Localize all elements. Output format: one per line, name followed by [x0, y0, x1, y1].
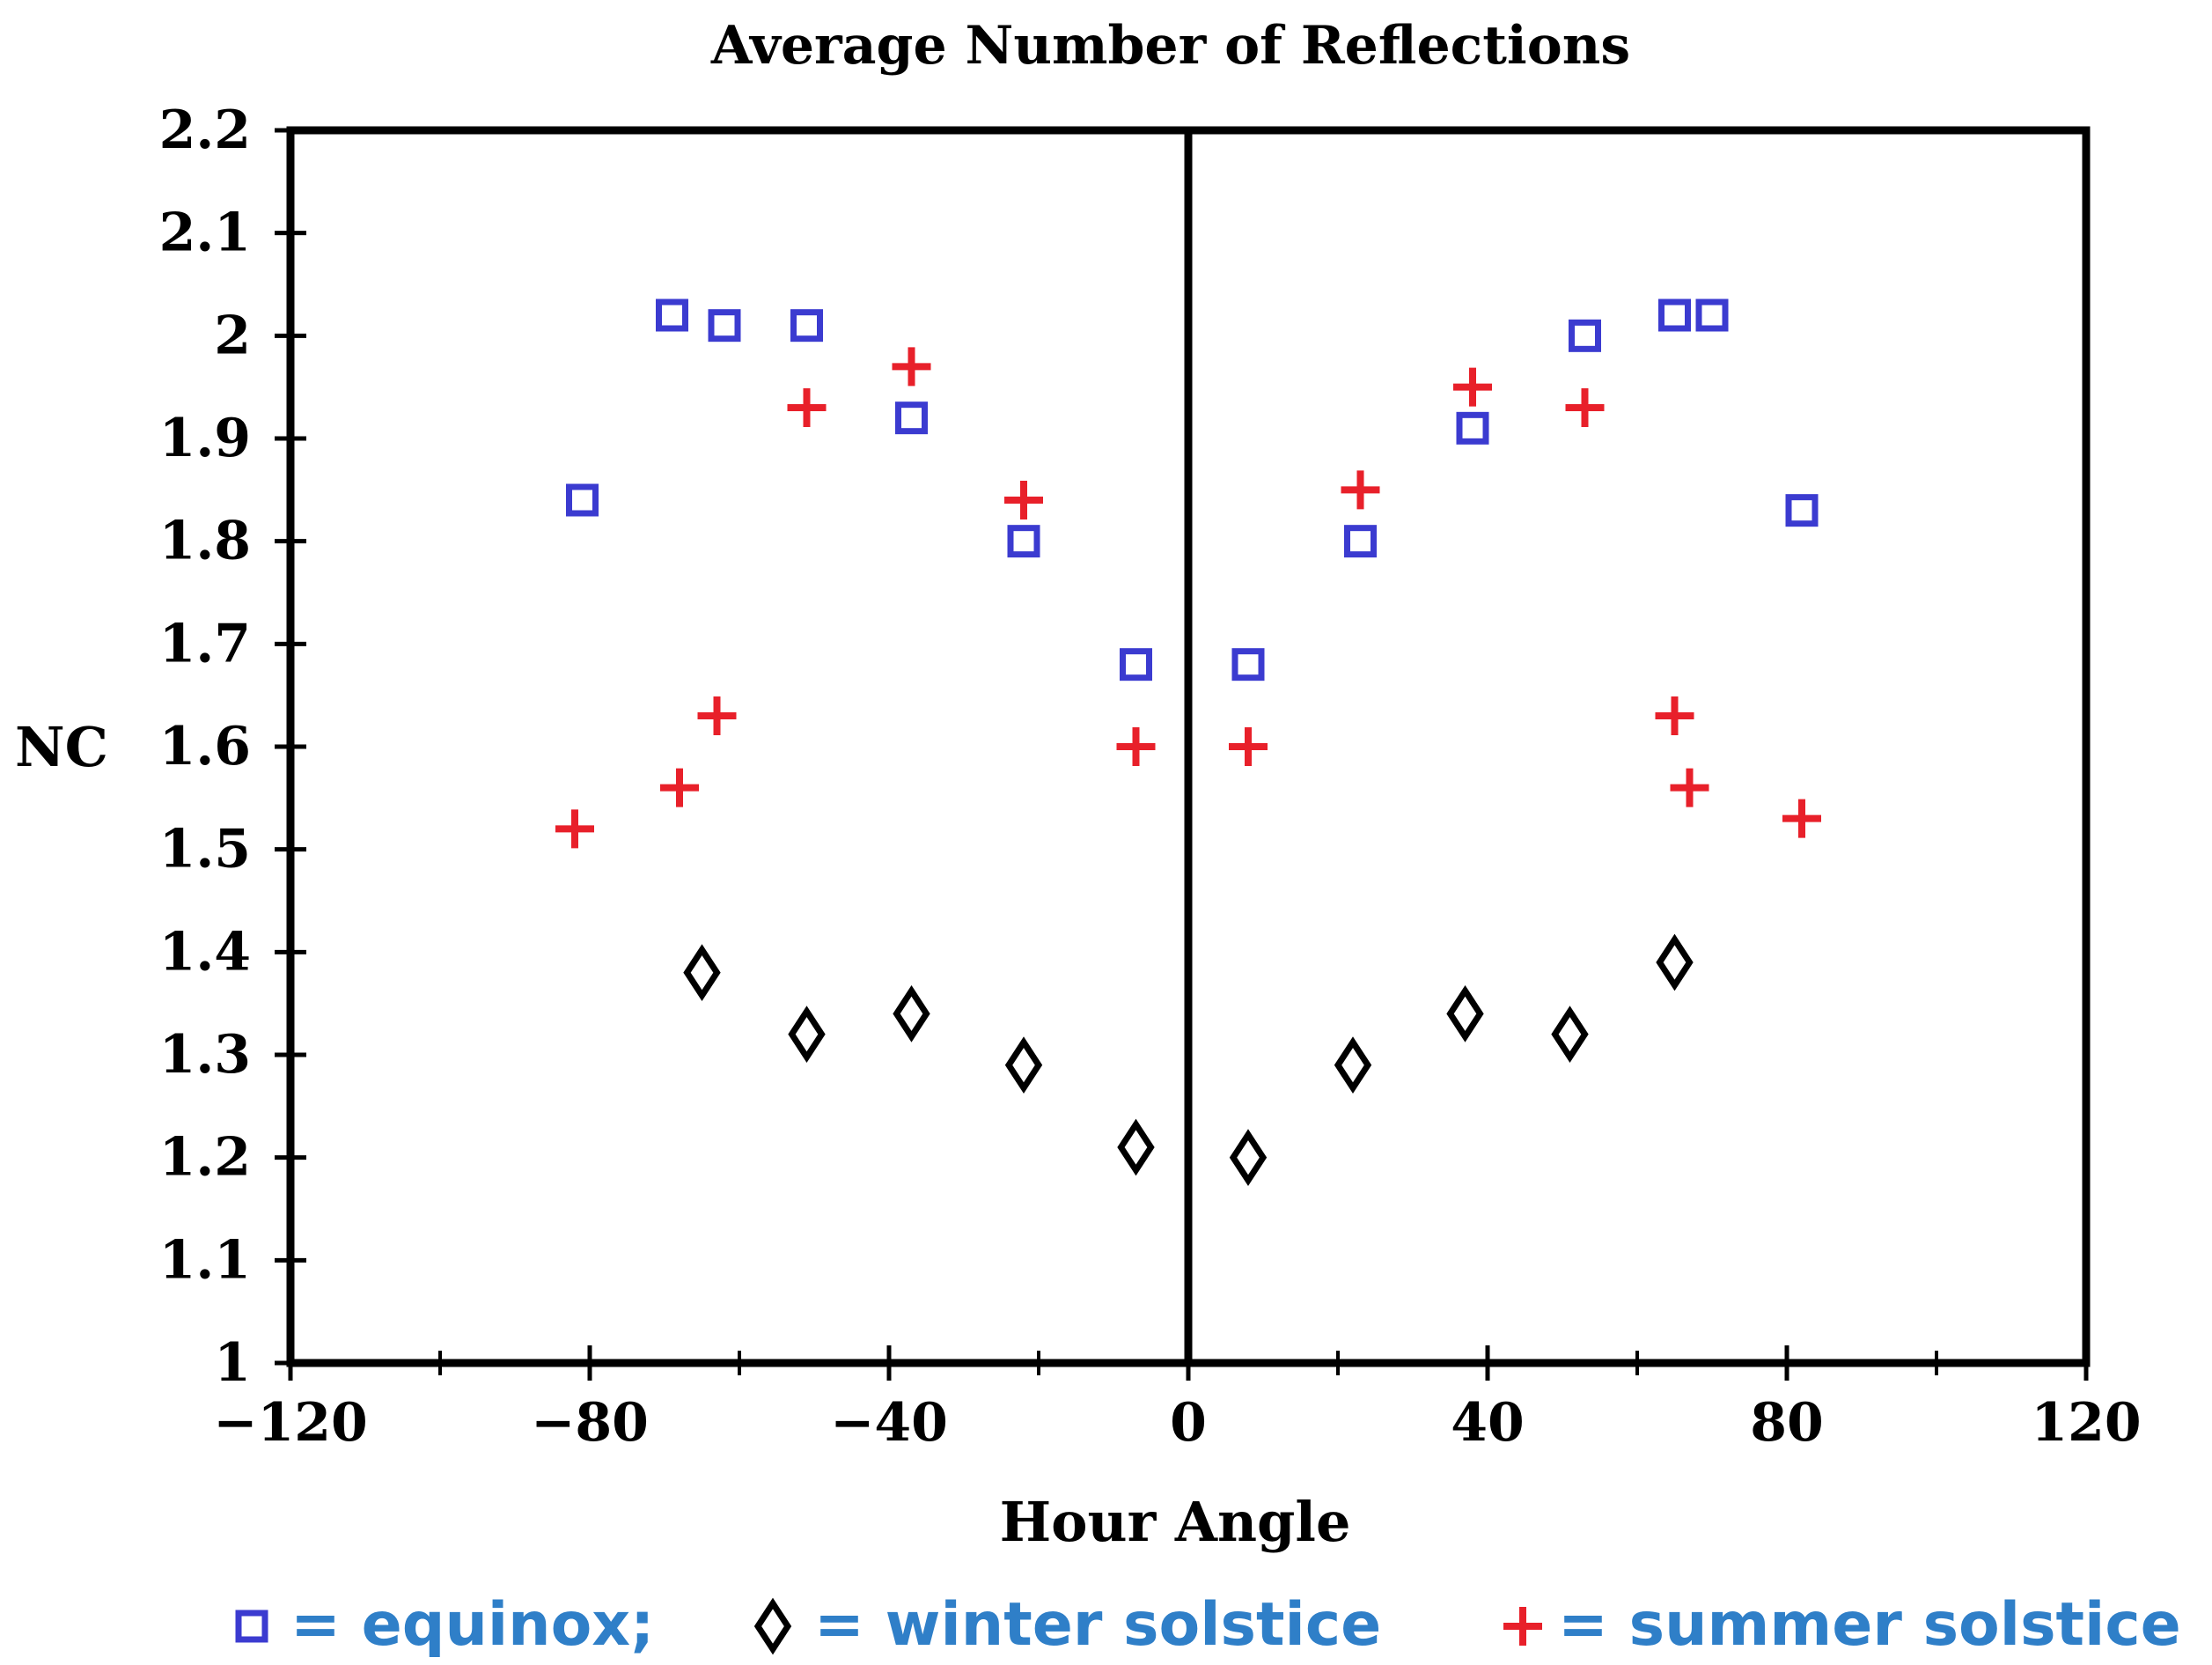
data-point-diamond: [683, 944, 721, 1002]
data-point-diamond: [1334, 1036, 1372, 1094]
series-winter-solstice: [683, 933, 1694, 1187]
y-tick-label: 2.2: [159, 99, 251, 161]
y-tick-label: 2: [214, 305, 251, 366]
legend-marker-plus-icon: [1503, 1607, 1542, 1646]
data-series: [555, 298, 1821, 1187]
data-point-plus: [1782, 799, 1821, 838]
legend-label-winter-solstice: = winter solstice: [814, 1590, 1381, 1660]
data-point-square: [1007, 525, 1040, 558]
y-tick-label: 1.1: [159, 1229, 251, 1291]
x-axis-label: Hour Angle: [1000, 1490, 1351, 1554]
data-point-plus: [892, 347, 931, 387]
data-point-diamond: [1004, 1036, 1043, 1094]
legend-diamond-icon: [753, 1597, 792, 1655]
x-tick-label: −120: [213, 1392, 368, 1454]
data-point-square: [1658, 298, 1691, 332]
data-point-plus: [1670, 768, 1709, 807]
y-tick-label: 1.3: [159, 1024, 251, 1086]
data-point-plus: [1565, 388, 1605, 427]
data-point-plus: [1004, 481, 1043, 519]
data-point-diamond: [788, 1006, 826, 1064]
data-point-square: [1695, 298, 1729, 332]
x-tick-label: −80: [531, 1392, 649, 1454]
y-tick-label: 1.4: [159, 921, 251, 983]
x-tick-label: 120: [2031, 1392, 2141, 1454]
data-point-square: [1785, 494, 1819, 527]
data-point-plus: [555, 809, 594, 849]
x-tick-label: 0: [1170, 1392, 1207, 1454]
data-point-diamond: [1551, 1006, 1589, 1064]
series-summer-solstice: [555, 347, 1821, 849]
legend-plus-icon: [1503, 1607, 1542, 1646]
legend-marker-square-icon: [235, 1610, 268, 1643]
legend-entry-equinox: = equinox;: [235, 1590, 654, 1660]
data-point-diamond: [893, 984, 930, 1042]
y-tick-label: 1.2: [159, 1127, 251, 1189]
y-tick-label: 1.7: [159, 613, 251, 674]
y-tick-label: 1.9: [159, 408, 251, 469]
data-point-diamond: [1117, 1118, 1155, 1176]
x-tick-label: −40: [830, 1392, 948, 1454]
data-point-square: [566, 483, 599, 517]
series-equinox: [566, 298, 1819, 681]
data-point-plus: [660, 768, 699, 807]
data-point-square: [895, 402, 928, 435]
y-tick-label: 1: [214, 1332, 251, 1394]
data-point-plus: [1229, 727, 1268, 766]
data-point-plus: [1655, 696, 1694, 735]
data-point-diamond: [1446, 984, 1484, 1042]
legend-label-equinox: = equinox;: [290, 1590, 654, 1660]
y-axis-tick-labels: 1 1.1 1.2 1.3 1.4 1.5 1.6 1.7 1.8 1.9 2 2.1 2.2: [159, 99, 251, 1394]
x-axis-tick-labels: −120 −80 −40 0 40 80 120: [213, 1392, 2141, 1454]
legend-square-icon: [235, 1610, 268, 1643]
data-point-plus: [697, 696, 737, 735]
x-tick-label: 80: [1750, 1392, 1824, 1454]
legend-label-summer-solstice: = summer solstice: [1558, 1590, 2181, 1660]
data-point-square: [708, 309, 741, 343]
data-point-square: [1456, 411, 1489, 445]
x-tick-label: 40: [1451, 1392, 1525, 1454]
y-tick-label: 2.1: [159, 203, 251, 264]
data-point-square: [1120, 648, 1152, 681]
data-point-square: [1344, 525, 1377, 558]
data-point-plus: [1341, 470, 1380, 510]
data-point-square: [1231, 648, 1265, 681]
data-point-plus: [1453, 367, 1492, 407]
legend: = equinox; = winter solstice = summer so…: [235, 1590, 2181, 1660]
y-tick-label: 1.6: [159, 716, 251, 777]
data-point-plus: [787, 388, 827, 427]
legend-entry-winter-solstice: = winter solstice: [753, 1590, 1381, 1660]
y-axis-label: NC: [15, 715, 108, 779]
data-point-square: [1569, 319, 1601, 352]
axis-ticks: [275, 128, 2089, 1381]
y-tick-label: 1.5: [159, 819, 251, 880]
legend-marker-diamond-icon: [753, 1597, 792, 1655]
data-point-square: [790, 309, 823, 343]
data-point-diamond: [1656, 933, 1694, 991]
y-tick-label: 1.8: [159, 511, 251, 572]
chart-title: Average Number of Reflections: [710, 15, 1630, 77]
plot-area: [275, 126, 2091, 1381]
data-point-square: [656, 298, 688, 332]
data-point-plus: [1116, 727, 1156, 766]
data-point-diamond: [1229, 1129, 1268, 1187]
legend-entry-summer-solstice: = summer solstice: [1503, 1590, 2181, 1660]
